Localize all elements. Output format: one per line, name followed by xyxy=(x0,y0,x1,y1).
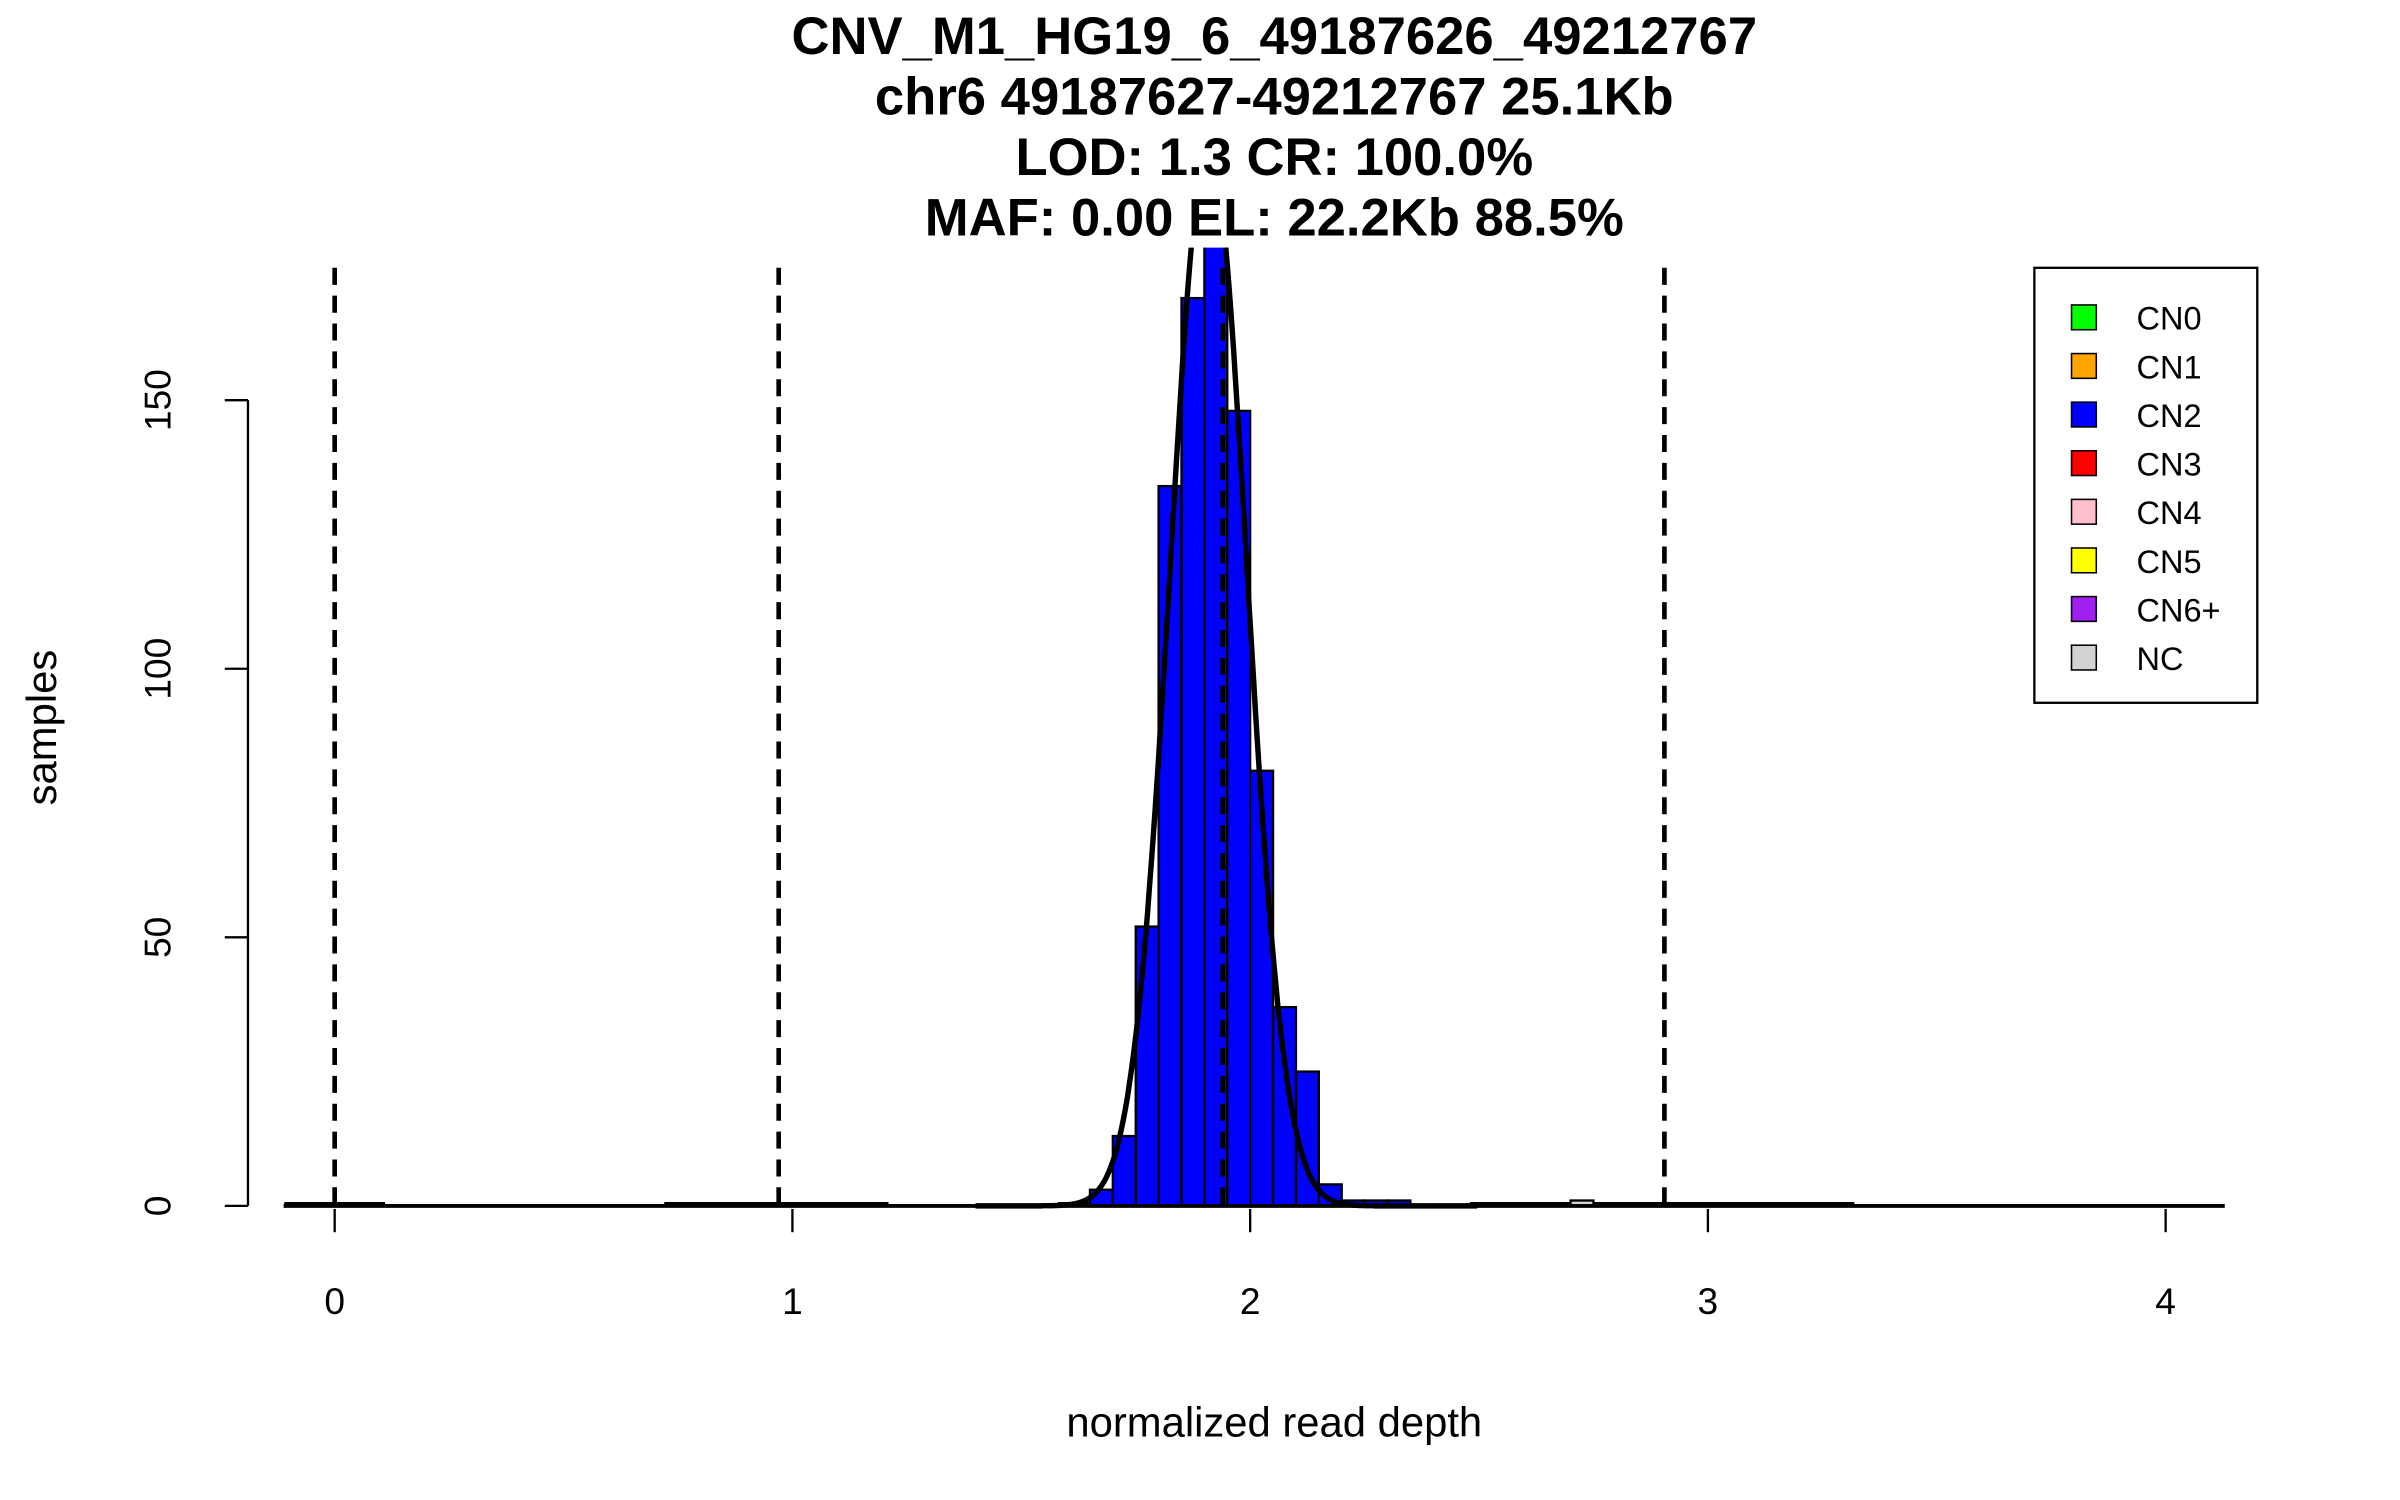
y-tick-label: 0 xyxy=(137,1196,179,1217)
y-tick-label: 50 xyxy=(137,917,179,958)
x-tick-label: 1 xyxy=(782,1280,803,1322)
legend-swatch xyxy=(2070,595,2098,623)
threshold-lines xyxy=(332,267,1667,1206)
legend-swatch xyxy=(2070,450,2098,477)
title-line-3: LOD: 1.3 CR: 100.0% xyxy=(1015,128,1533,187)
legend-swatch xyxy=(2070,498,2098,525)
y-tick-label: 100 xyxy=(137,638,179,700)
legend: CN0 CN1 CN2 CN3 CN4 CN5 CN6+ NC xyxy=(2033,266,2259,704)
y-tick-label: 150 xyxy=(137,369,179,431)
y-axis-label: samples xyxy=(18,650,65,806)
legend-label: NC xyxy=(2137,641,2184,677)
legend-label: CN1 xyxy=(2137,349,2202,385)
legend-swatch xyxy=(2070,547,2098,574)
y-axis: 0 50 100 150 xyxy=(137,369,250,1217)
x-axis: 0 1 2 3 4 xyxy=(324,1208,2176,1322)
legend-label: CN3 xyxy=(2137,447,2202,483)
legend-label: CN6+ xyxy=(2137,592,2221,628)
histogram-bar xyxy=(1180,296,1206,1208)
legend-swatch xyxy=(2070,644,2098,671)
legend-label: CN4 xyxy=(2137,495,2202,531)
x-tick-label: 4 xyxy=(2155,1280,2176,1322)
x-tick-label: 2 xyxy=(1240,1280,1261,1322)
chart-title: CNV_M1_HG19_6_49187626_49212767 chr6 491… xyxy=(792,7,1758,247)
title-line-2: chr6 49187627-49212767 25.1Kb xyxy=(875,68,1674,127)
histogram-bar xyxy=(1134,925,1160,1208)
legend-swatch xyxy=(2070,401,2098,428)
legend-swatch xyxy=(2070,352,2098,380)
legend-label: CN5 xyxy=(2137,544,2202,580)
legend-label: CN2 xyxy=(2137,398,2202,434)
legend-box xyxy=(2033,266,2259,704)
title-line-1: CNV_M1_HG19_6_49187626_49212767 xyxy=(792,7,1758,66)
x-tick-label: 3 xyxy=(1698,1280,1719,1322)
x-tick-label: 0 xyxy=(324,1280,345,1322)
legend-swatch xyxy=(2070,304,2098,331)
histogram-bars xyxy=(284,247,1855,1208)
title-line-4: MAF: 0.00 EL: 22.2Kb 88.5% xyxy=(925,188,1624,247)
x-axis-label: normalized read depth xyxy=(1066,1399,1482,1446)
legend-label: CN0 xyxy=(2137,301,2202,337)
